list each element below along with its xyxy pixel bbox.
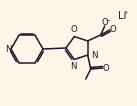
Text: O: O (110, 25, 117, 34)
Text: O: O (101, 18, 108, 27)
Text: +: + (124, 10, 128, 15)
Text: O: O (71, 25, 78, 34)
Text: N: N (5, 45, 11, 54)
Text: O: O (103, 64, 110, 73)
Text: Li: Li (118, 11, 126, 21)
Text: −: − (106, 18, 110, 23)
Text: N: N (91, 51, 97, 60)
Text: N: N (71, 62, 77, 71)
